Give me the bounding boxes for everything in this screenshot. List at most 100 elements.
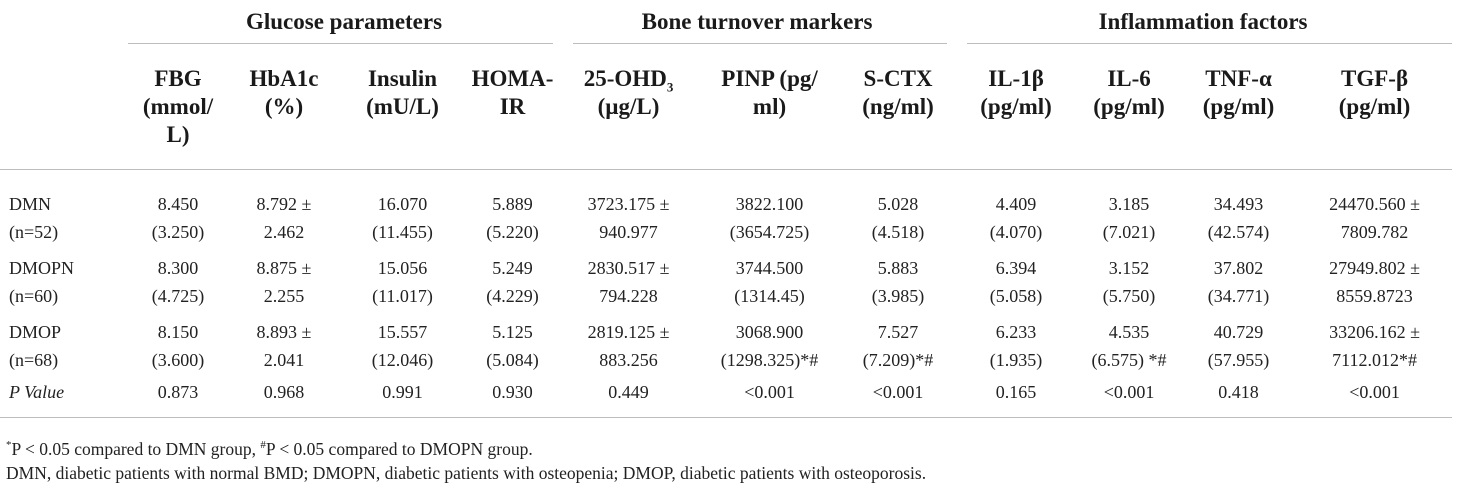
cell-value: 8.875 ± xyxy=(256,258,312,278)
pinp-line-1: PINP (pg/ xyxy=(721,66,818,91)
table-cell: 6.394 (5.058) xyxy=(954,246,1078,310)
group-header-inflammation: Inflammation factors xyxy=(954,0,1453,44)
cell-dispersion: (57.955) xyxy=(1207,350,1270,370)
table-cell: 4.535 (6.575) *# xyxy=(1078,310,1180,374)
cell-value: 8.300 xyxy=(157,258,199,278)
table-cell: 3744.500 (1314.45) xyxy=(697,246,842,310)
group-header-row: Glucose parameters Bone turnover markers… xyxy=(0,0,1453,44)
footnote-hash-marker: # xyxy=(260,439,266,452)
cell-value: 5.125 xyxy=(492,322,533,342)
p-value-row: P Value 0.873 0.968 0.991 0.930 0.449 <0.001 <… xyxy=(0,374,1453,418)
table-row: DMN (n=52) 8.450 (3.250) 8.792 ± 2.462 16.070 (… xyxy=(0,170,1452,247)
cell-value: 4.409 xyxy=(995,194,1037,214)
table-cell: 5.889 (5.220) xyxy=(465,170,560,247)
group-glucose-underline xyxy=(128,43,554,44)
tgfb-line-2: (pg/ml) xyxy=(1338,94,1411,119)
table-cell: 15.056 (11.017) xyxy=(340,246,465,310)
cell-dispersion: (5.058) xyxy=(989,286,1043,306)
column-header-tgf-b: TGF-β (pg/ml) xyxy=(1297,44,1453,170)
table-cell: 3068.900 (1298.325)*# xyxy=(697,310,842,374)
cell-dispersion: (4.725) xyxy=(151,286,205,306)
fbg-line-3: L) xyxy=(166,122,190,147)
cell-value: 6.233 xyxy=(995,322,1037,342)
row-label-line: (n=68) xyxy=(9,350,59,370)
group-inflammation-underline xyxy=(967,43,1453,44)
cell-value: 8.792 ± xyxy=(256,194,312,214)
cell-dispersion: 7112.012*# xyxy=(1332,350,1417,370)
table-cell: 8.300 (4.725) xyxy=(128,246,228,310)
group-bone-underline xyxy=(573,43,948,44)
table-cell: 15.557 (12.046) xyxy=(340,310,465,374)
table-cell: 2830.517 ± 794.228 xyxy=(560,246,697,310)
table-cell: 8.792 ± 2.462 xyxy=(228,170,340,247)
fbg-line-1: FBG xyxy=(154,66,202,91)
row-label-line: DMOPN xyxy=(9,258,75,278)
table-cell: 4.409 (4.070) xyxy=(954,170,1078,247)
group-header-blank xyxy=(0,0,128,44)
cell-dispersion: (5.750) xyxy=(1102,286,1156,306)
p-value-cell: 0.418 xyxy=(1180,374,1298,418)
column-header-insulin: Insulin (mU/L) xyxy=(340,44,465,170)
group-header-bone: Bone turnover markers xyxy=(560,0,954,44)
ohd-line-2: (µg/L) xyxy=(597,94,660,119)
cell-dispersion: 7809.782 xyxy=(1340,222,1409,242)
cell-value: 3723.175 ± xyxy=(587,194,670,214)
cell-value: 34.493 xyxy=(1213,194,1264,214)
cell-dispersion: (7.209)*# xyxy=(862,350,934,370)
cell-value: 15.557 xyxy=(377,322,428,342)
cell-dispersion: 940.977 xyxy=(599,222,658,242)
cell-value: 27949.802 ± xyxy=(1329,258,1420,278)
sctx-line-1: S-CTX xyxy=(863,66,933,91)
row-label: DMOP (n=68) xyxy=(0,310,128,374)
p-value-cell: <0.001 xyxy=(697,374,843,418)
table-row: DMOP (n=68) 8.150 (3.600) 8.893 ± 2.041 15.557… xyxy=(0,310,1452,374)
cell-value: 33206.162 ± xyxy=(1329,322,1420,342)
cell-value: 24470.560 ± xyxy=(1329,194,1420,214)
row-label: DMOPN (n=60) xyxy=(0,246,128,310)
table-cell: 8.893 ± 2.041 xyxy=(228,310,340,374)
table-cell: 37.802 (34.771) xyxy=(1180,246,1297,310)
cell-dispersion: (12.046) xyxy=(371,350,434,370)
footnote-star-marker: * xyxy=(6,439,12,452)
cell-dispersion: (4.518) xyxy=(871,222,925,242)
table-cell: 16.070 (11.455) xyxy=(340,170,465,247)
table-cell: 8.875 ± 2.255 xyxy=(228,246,340,310)
footnote-significance: *P < 0.05 compared to DMN group, #P < 0.… xyxy=(6,437,926,461)
table-cell: 5.028 (4.518) xyxy=(842,170,954,247)
footnote-star-text: P < 0.05 compared to DMN group, xyxy=(11,439,261,459)
tnfa-line-1: TNF-α xyxy=(1205,66,1272,91)
cell-dispersion: (5.084) xyxy=(486,350,539,370)
group-header-glucose: Glucose parameters xyxy=(128,0,560,44)
cell-dispersion: (4.229) xyxy=(486,286,539,306)
p-value-cell: <0.001 xyxy=(1078,374,1181,418)
p-value-cell: 0.165 xyxy=(954,374,1079,418)
row-label: DMN (n=52) xyxy=(0,170,128,247)
cell-dispersion: 8559.8723 xyxy=(1336,286,1413,306)
sctx-line-2: (ng/ml) xyxy=(862,94,934,119)
cell-value: 8.450 xyxy=(157,194,199,214)
column-header-row: FBG (mmol/ L) HbA1c (%) Insulin (mU/L) H… xyxy=(0,44,1453,170)
table-cell: 3.152 (5.750) xyxy=(1078,246,1180,310)
cell-dispersion: (1.935) xyxy=(989,350,1043,370)
table-cell: 6.233 (1.935) xyxy=(954,310,1078,374)
column-header-fbg: FBG (mmol/ L) xyxy=(128,44,228,170)
cell-value: 4.535 xyxy=(1108,322,1150,342)
group-inflammation-label: Inflammation factors xyxy=(1098,9,1308,34)
cell-dispersion: (3654.725) xyxy=(729,222,810,242)
cell-dispersion: (6.575) *# xyxy=(1091,350,1167,370)
cell-value: 2819.125 ± xyxy=(587,322,670,342)
cell-dispersion: (7.021) xyxy=(1102,222,1156,242)
table-cell: 27949.802 ± 8559.8723 xyxy=(1297,246,1452,310)
table-cell: 3.185 (7.021) xyxy=(1078,170,1180,247)
p-value-cell: <0.001 xyxy=(1297,374,1453,418)
group-bone-label: Bone turnover markers xyxy=(641,9,873,34)
cell-value: 3822.100 xyxy=(735,194,804,214)
table-cell: 33206.162 ± 7112.012*# xyxy=(1297,310,1452,374)
cell-value: 5.883 xyxy=(877,258,919,278)
cell-dispersion: 883.256 xyxy=(599,350,658,370)
il6-line-2: (pg/ml) xyxy=(1093,94,1165,119)
table-cell: 5.249 (4.229) xyxy=(465,246,560,310)
cell-value: 37.802 xyxy=(1213,258,1264,278)
cell-value: 3.185 xyxy=(1108,194,1150,214)
hba1c-line-1: HbA1c xyxy=(249,66,319,91)
